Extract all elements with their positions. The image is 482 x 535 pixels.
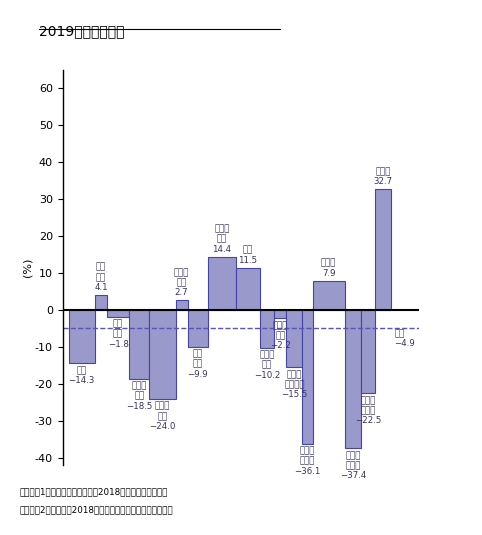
Text: パルプ
・紙
−10.2: パルプ ・紙 −10.2 [254, 351, 281, 380]
Bar [236, 268, 260, 310]
Bar [286, 310, 303, 368]
Text: プラス
チック
−22.5: プラス チック −22.5 [355, 396, 381, 425]
Bar [107, 310, 129, 317]
Y-axis label: (%): (%) [22, 258, 32, 277]
Bar [129, 310, 149, 378]
Text: 化学
11.5: 化学 11.5 [239, 246, 257, 264]
Bar [274, 310, 286, 318]
Text: 窯業・
土石
−2.2: 窯業・ 土石 −2.2 [270, 321, 291, 350]
Bar [175, 300, 187, 310]
Text: 全体
−4.9: 全体 −4.9 [394, 329, 415, 348]
Text: はん用
機械
−18.5: はん用 機械 −18.5 [126, 381, 152, 410]
Text: 業務用
機械
2.7: 業務用 機械 2.7 [174, 268, 189, 297]
Bar [303, 310, 312, 444]
Text: 2　横軸は、2018年度実績における業種別構成比。: 2 横軸は、2018年度実績における業種別構成比。 [19, 506, 173, 515]
Text: 木材・
木製品
−36.1: 木材・ 木製品 −36.1 [295, 447, 321, 476]
Text: 食料品
7.9: 食料品 7.9 [321, 259, 336, 278]
Bar [361, 310, 375, 393]
Bar [187, 310, 208, 347]
Text: 非鉄
金属
4.1: 非鉄 金属 4.1 [94, 263, 108, 292]
Bar [208, 257, 236, 310]
Bar [95, 295, 107, 310]
Bar [345, 310, 361, 448]
Bar [69, 310, 95, 363]
Text: 鉄鋼
−14.3: 鉄鋼 −14.3 [68, 366, 95, 385]
Text: 繊維・
繊維製品
−15.5: 繊維・ 繊維製品 −15.5 [281, 370, 308, 400]
Bar [312, 281, 345, 310]
Text: 金属
製品
−1.8: 金属 製品 −1.8 [107, 320, 129, 349]
Text: 2019年度当初計画: 2019年度当初計画 [39, 24, 124, 38]
Bar [149, 310, 175, 399]
Text: 生産用
機械
−24.0: 生産用 機械 −24.0 [149, 402, 175, 431]
Text: 印刷・
同関連
−37.4: 印刷・ 同関連 −37.4 [340, 452, 366, 480]
Text: その他
32.7: その他 32.7 [374, 167, 393, 186]
Text: （注）　1　グラフ中の数字は、2018年度実績比増減率。: （注） 1 グラフ中の数字は、2018年度実績比増減率。 [19, 487, 168, 496]
Text: 輸送用
機器
14.4: 輸送用 機器 14.4 [212, 225, 231, 254]
Bar [375, 189, 391, 310]
Text: 電気
機器
−9.9: 電気 機器 −9.9 [187, 350, 208, 379]
Bar [260, 310, 274, 348]
